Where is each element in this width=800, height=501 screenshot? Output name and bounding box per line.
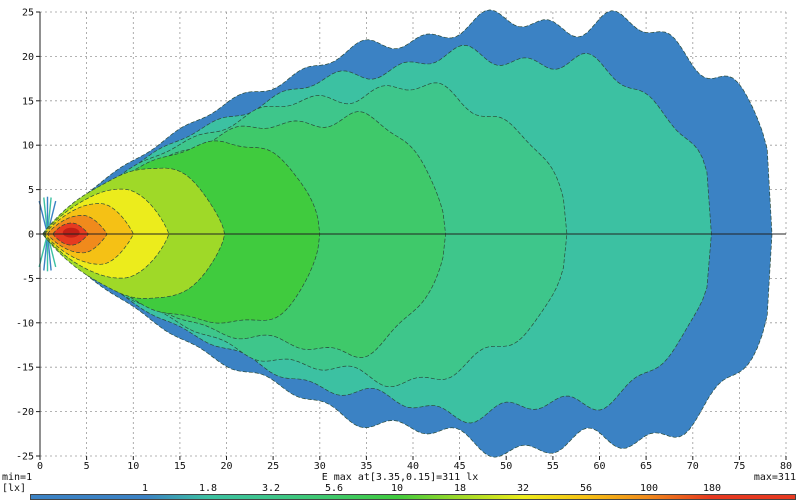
legend-tick-label: 1 [141,483,149,494]
legend-color-scale [30,494,796,500]
max-value-label: max=311 [753,472,796,483]
svg-text:80: 80 [780,461,792,472]
svg-text:15: 15 [174,461,186,472]
svg-text:25: 25 [267,461,279,472]
svg-text:20: 20 [220,461,232,472]
svg-text:-25: -25 [16,452,34,463]
svg-text:50: 50 [500,461,512,472]
svg-text:30: 30 [314,461,326,472]
svg-text:-15: -15 [16,363,34,374]
svg-text:35: 35 [360,461,372,472]
svg-text:15: 15 [22,96,34,107]
legend-tick-label: 56 [579,483,593,494]
svg-text:25: 25 [22,8,34,19]
svg-text:0: 0 [37,461,43,472]
svg-text:60: 60 [593,461,605,472]
legend-tick-label: 10 [390,483,404,494]
contour-plot: 0 5 10 15 20 25 30 35 40 45 50 55 60 65 70 75 80-25-20-1… [15,7,793,472]
svg-text:45: 45 [454,461,466,472]
emax-value-label: E max at[3.35,0.15]=311 lx [321,472,479,483]
svg-text:55: 55 [547,461,559,472]
legend-tick-label: 1.8 [198,483,218,494]
svg-text:10: 10 [127,461,139,472]
min-value-label: min=1 [2,472,33,483]
svg-text:-5: -5 [22,274,34,285]
legend-tick-label: 18 [453,483,467,494]
legend-tick-label: 32 [516,483,530,494]
svg-text:5: 5 [28,185,34,196]
legend-tick-label: 5.6 [324,483,344,494]
legend-tick-label: 180 [702,483,722,494]
svg-text:70: 70 [687,461,699,472]
unit-label: [lx] [2,483,27,494]
svg-text:10: 10 [22,141,34,152]
svg-text:40: 40 [407,461,419,472]
svg-text:65: 65 [640,461,652,472]
legend-tick-labels: 1 1.8 3.2 5.6 10 18 32 56 100 180 [0,483,800,494]
svg-text:5: 5 [84,461,90,472]
svg-text:-20: -20 [16,407,34,418]
legend-tick-label: 3.2 [261,483,281,494]
footer-row-unit: [lx] [0,484,800,494]
svg-text:75: 75 [733,461,745,472]
footer-row-stats: min=1 E max at[3.35,0.15]=311 lx max=311 [0,473,800,483]
svg-text:0: 0 [28,230,34,241]
svg-text:20: 20 [22,52,34,63]
legend-tick-label: 100 [639,483,659,494]
svg-text:-10: -10 [16,318,34,329]
